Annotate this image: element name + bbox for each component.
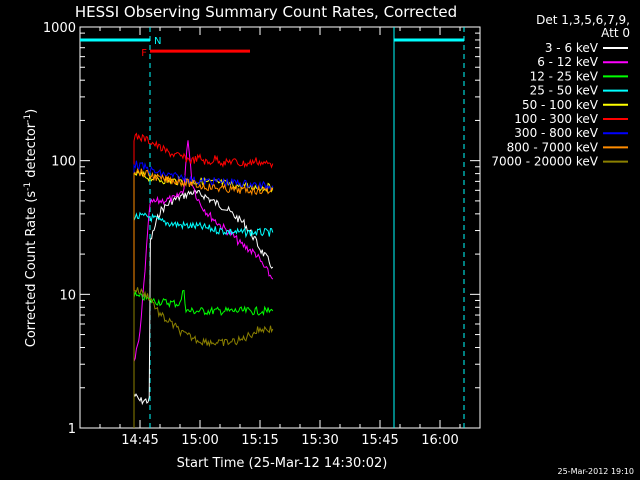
legend-label-1: 6 - 12 keV — [537, 55, 599, 69]
legend-label-2: 12 - 25 keV — [530, 69, 599, 83]
y-axis-ticks: 1 10 100 1000 — [43, 21, 480, 437]
legend-header-line1: Det 1,3,5,6,7,9, — [536, 13, 630, 27]
legend-label-5: 100 - 300 keV — [514, 112, 598, 126]
chart-title: HESSI Observing Summary Count Rates, Cor… — [75, 3, 457, 21]
legend-header-line2: Att 0 — [601, 26, 630, 40]
series-line-7 — [133, 167, 274, 428]
legend-label-7: 800 - 7000 keV — [507, 140, 599, 154]
x-tick-label: 15:30 — [301, 433, 338, 448]
series-lines — [133, 132, 274, 428]
generated-timestamp: 25-Mar-2012 19:10 — [558, 467, 635, 476]
x-tick-label: 16:00 — [421, 433, 458, 448]
series-line-1 — [133, 140, 274, 428]
y-tick-label: 10 — [59, 288, 76, 303]
legend-label-8: 7000 - 20000 keV — [491, 155, 598, 169]
legend-label-0: 3 - 6 keV — [545, 41, 599, 55]
series-line-2 — [133, 289, 274, 428]
x-axis-ticks: 14:45 15:00 15:15 15:30 15:45 16:00 — [99, 27, 461, 448]
legend-label-4: 50 - 100 keV — [522, 98, 599, 112]
series-line-3 — [133, 211, 274, 428]
flare-label: F — [141, 48, 147, 59]
y-tick-label: 100 — [51, 155, 76, 170]
x-tick-label: 15:15 — [241, 433, 278, 448]
overlay-segments: FN — [80, 27, 465, 428]
y-axis-label: Corrected Count Rate (s-1 detector-1) — [23, 109, 39, 347]
series-line-8 — [133, 287, 274, 428]
x-tick-label: 14:45 — [121, 433, 158, 448]
legend-label-6: 300 - 800 keV — [514, 126, 598, 140]
x-axis-label: Start Time (25-Mar-12 14:30:02) — [177, 456, 388, 471]
y-tick-label: 1000 — [43, 21, 76, 36]
night-label: N — [154, 36, 161, 47]
x-tick-label: 15:00 — [181, 433, 218, 448]
series-line-5 — [133, 132, 274, 428]
x-tick-label: 15:45 — [361, 433, 398, 448]
legend-label-3: 25 - 50 keV — [530, 84, 599, 98]
series-line-6 — [133, 160, 274, 428]
y-tick-label: 1 — [68, 422, 76, 437]
